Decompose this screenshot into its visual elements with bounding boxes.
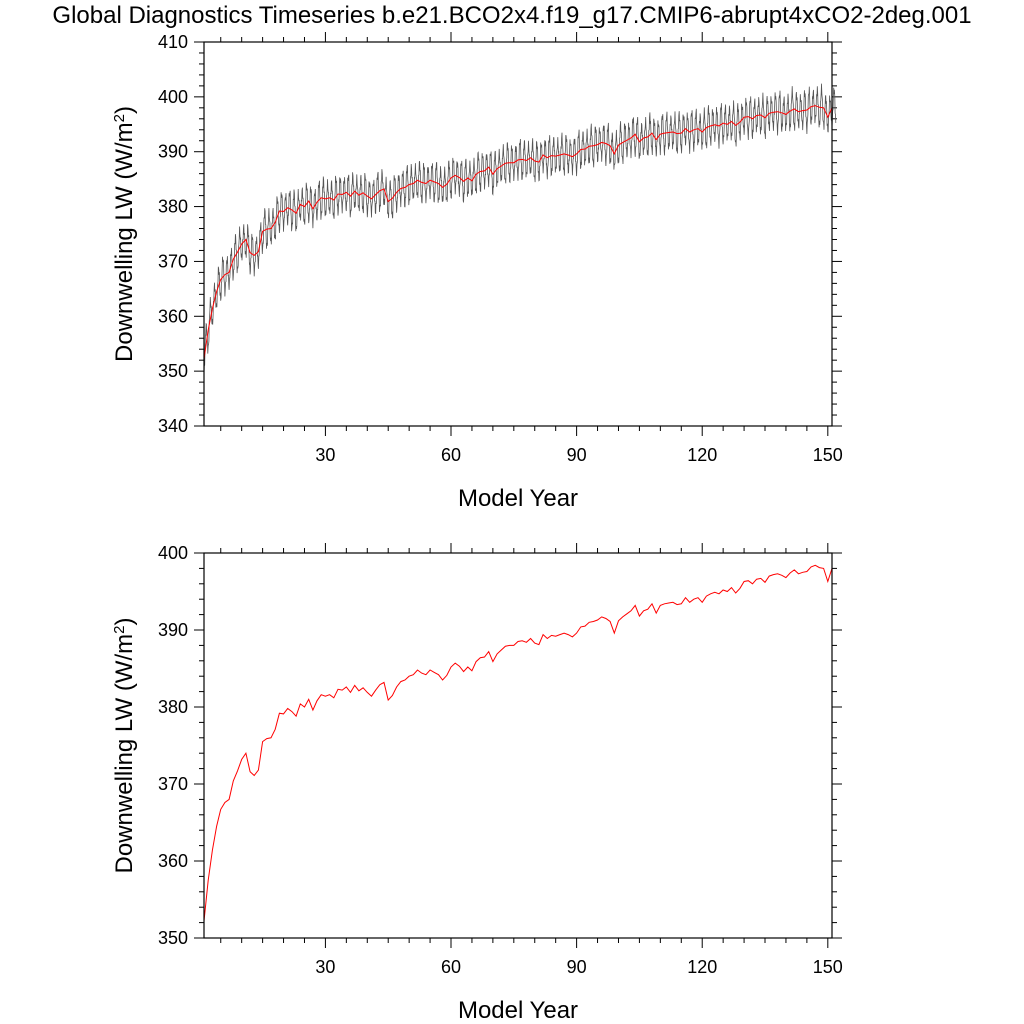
bottom-y-tick-label: 350	[158, 928, 188, 948]
bottom-plot-ticks	[194, 543, 842, 948]
top-x-tick-label: 60	[441, 445, 461, 465]
top-plot-ticks	[194, 32, 842, 436]
bottom-plot-frame	[203, 552, 833, 939]
top-x-tick-label: 90	[567, 445, 587, 465]
top-y-tick-label: 380	[158, 197, 188, 217]
bottom-y-tick-label: 380	[158, 697, 188, 717]
top-x-axis-title: Model Year	[458, 485, 578, 512]
bottom-y-tick-labels: 350 360 370 380 390 400	[158, 543, 188, 948]
bottom-x-tick-label: 60	[441, 957, 461, 977]
top-y-tick-labels: 340 350 360 370 380 390 400 410	[158, 32, 188, 436]
top-y-axis-title-main: Downwelling LW (W/m	[111, 122, 138, 362]
top-x-tick-label: 30	[315, 445, 335, 465]
bottom-x-axis-title: Model Year	[458, 997, 578, 1024]
bottom-x-tick-label: 90	[567, 957, 587, 977]
top-y-tick-label: 410	[158, 32, 188, 52]
bottom-x-tick-label: 150	[813, 957, 843, 977]
top-x-tick-label: 120	[687, 445, 717, 465]
bottom-y-tick-label: 400	[158, 543, 188, 563]
top-y-axis-title: Downwelling LW (W/m2)	[111, 106, 139, 362]
top-y-tick-label: 360	[158, 306, 188, 326]
top-y-tick-label: 340	[158, 416, 188, 436]
top-y-tick-label: 390	[158, 142, 188, 162]
bottom-y-tick-label: 370	[158, 774, 188, 794]
bottom-plot-panel: 350 360 370 380 390 400 30 60 90 120 150…	[111, 543, 843, 1024]
bottom-x-tick-labels: 30 60 90 120 150	[315, 957, 842, 977]
top-monthly-series-line	[203, 83, 837, 376]
top-y-tick-label: 400	[158, 87, 188, 107]
bottom-y-axis-title-close: )	[111, 618, 138, 626]
bottom-y-axis-title-main: Downwelling LW (W/m	[111, 634, 138, 874]
top-annual-mean-line	[203, 105, 833, 360]
top-y-axis-title-superscript: 2	[111, 114, 128, 122]
bottom-annual-mean-line	[203, 564, 833, 922]
top-y-axis-title-close: )	[111, 106, 138, 114]
bottom-y-axis-title: Downwelling LW (W/m2)	[111, 618, 139, 874]
bottom-y-axis-title-superscript: 2	[111, 626, 128, 634]
top-y-tick-label: 370	[158, 251, 188, 271]
bottom-y-tick-label: 360	[158, 851, 188, 871]
top-plot-panel: 340 350 360 370 380 390 400 410 30 60 90…	[111, 32, 843, 512]
top-x-tick-label: 150	[813, 445, 843, 465]
bottom-x-tick-label: 30	[315, 957, 335, 977]
page-title: Global Diagnostics Timeseries b.e21.BCO2…	[52, 2, 972, 29]
bottom-y-tick-label: 390	[158, 620, 188, 640]
bottom-x-tick-label: 120	[687, 957, 717, 977]
top-y-tick-label: 350	[158, 361, 188, 381]
top-plot-frame	[203, 41, 833, 427]
top-x-tick-labels: 30 60 90 120 150	[315, 445, 842, 465]
